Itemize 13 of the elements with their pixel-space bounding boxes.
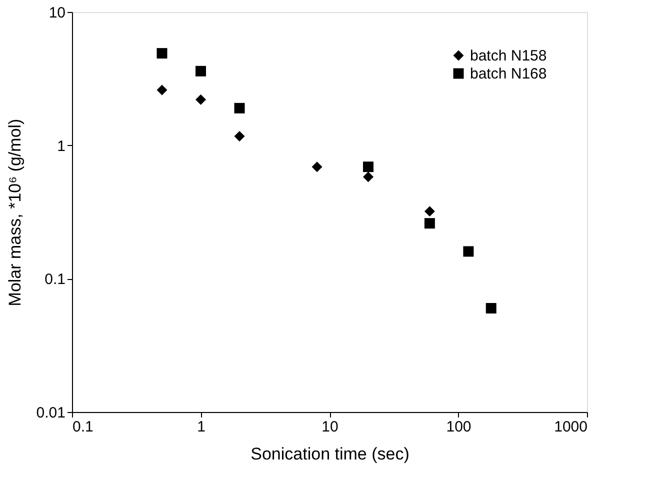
x-axis-title: Sonication time (sec) [250, 444, 410, 464]
legend-label: batch N168 [470, 66, 547, 82]
x-tick-label: 1 [197, 418, 206, 436]
x-tick-label: 1000 [554, 418, 588, 436]
y-tick-label: 0.01 [36, 404, 66, 422]
legend-label: batch N158 [470, 48, 547, 64]
x-tick-label: 10 [322, 418, 338, 436]
y-tick-label: 1 [57, 138, 66, 155]
y-tick-label: 10 [48, 4, 66, 22]
y-tick-label: 0.1 [44, 271, 66, 288]
x-tick-label: 0.1 [72, 418, 94, 436]
x-tick-label: 100 [446, 418, 472, 436]
y-axis-title: Molar mass, *10⁶ (g/mol) [5, 118, 24, 306]
